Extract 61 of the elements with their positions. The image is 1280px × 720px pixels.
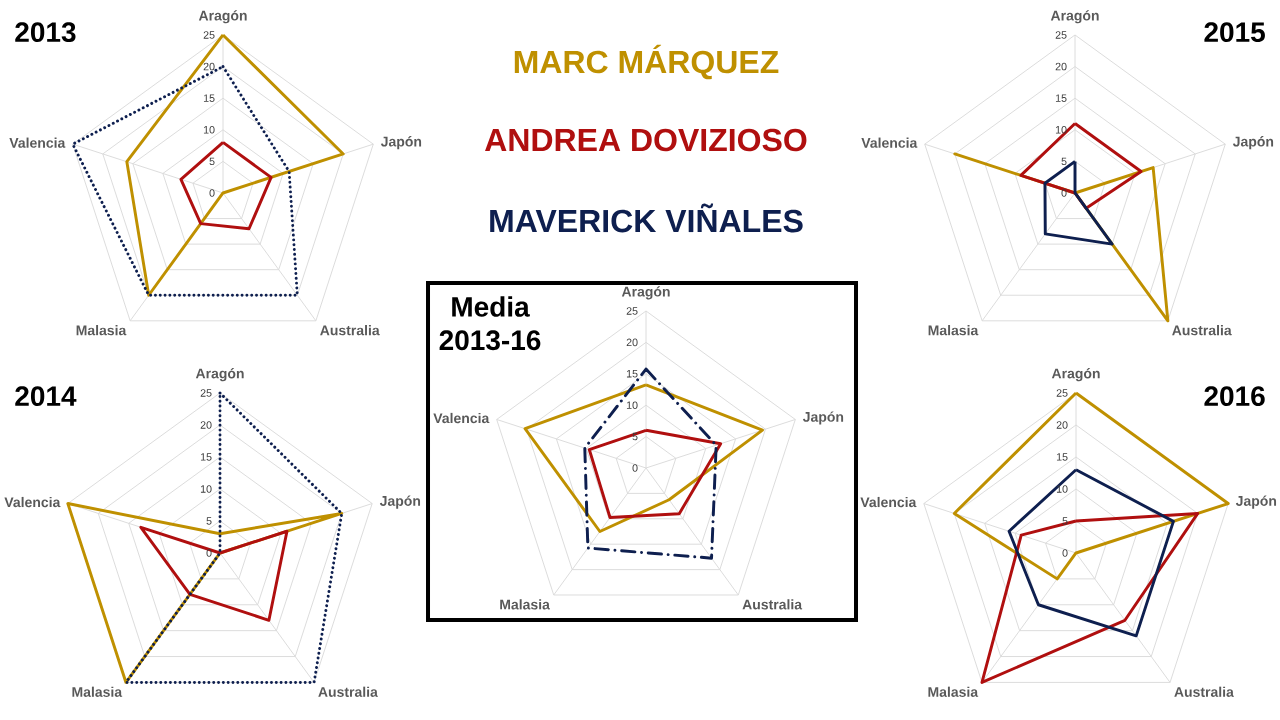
y-tick-label: 20 [626, 338, 638, 347]
y-tick-label: 10 [1055, 126, 1067, 134]
y-tick-label: 15 [1055, 94, 1067, 102]
spoke-label: Valencia [4, 496, 61, 508]
spoke-label: Aragón [195, 368, 244, 382]
y-tick-label: 0 [1062, 549, 1068, 557]
text: ANDREA DOVIZIOSO [485, 128, 807, 152]
spoke-label: Japón [379, 495, 421, 509]
y-tick-label: 25 [203, 31, 215, 39]
spoke-label: Australia [1174, 686, 1234, 697]
spoke-label: Valencia [433, 412, 490, 424]
y-tick-label: 25 [626, 307, 638, 315]
y-tick-label: 20 [200, 421, 212, 429]
y-tick-label: 5 [1061, 157, 1067, 166]
spoke-label: Aragón [1050, 10, 1099, 24]
text: Media 2013-16 [439, 296, 541, 351]
y-tick-label: 20 [1056, 421, 1068, 429]
spoke-label: Malasia [76, 325, 127, 336]
spoke-label: Malasia [500, 599, 550, 610]
y-tick-label: 10 [626, 401, 638, 409]
spoke-label: Aragón [621, 286, 670, 300]
spoke-label: Aragón [1051, 368, 1100, 382]
spoke-label: Malasia [928, 325, 979, 336]
y-tick-label: 5 [206, 517, 212, 525]
text: 2016 [1204, 386, 1265, 407]
spoke-label: Valencia [9, 137, 66, 148]
y-tick-label: 15 [203, 94, 215, 102]
spoke-label: Australia [1172, 325, 1232, 336]
spoke-label: Japón [802, 411, 844, 425]
spoke-label: Japón [380, 136, 422, 150]
text: 2014 [15, 386, 77, 407]
spoke-label: Malasia [72, 686, 123, 697]
chart-title: 2013 [15, 22, 76, 43]
spoke-label: Australia [318, 686, 378, 697]
text: MAVERICK VIÑALES [490, 203, 803, 233]
spoke-label: Australia [320, 325, 380, 336]
y-tick-label: 0 [206, 549, 212, 557]
spoke-label: Valencia [860, 496, 917, 508]
spoke-label: Japón [1232, 136, 1274, 150]
y-tick-label: 15 [626, 370, 638, 378]
y-tick-label: 0 [1061, 189, 1067, 197]
y-tick-label: 15 [1056, 453, 1068, 461]
spoke-label: Malasia [928, 686, 979, 697]
y-tick-label: 10 [200, 485, 212, 493]
spoke-label: Aragón [198, 10, 247, 24]
y-tick-label: 20 [1055, 62, 1067, 71]
y-tick-label: 0 [632, 464, 638, 472]
spoke-label: Japón [1235, 495, 1277, 509]
y-tick-label: 25 [1055, 31, 1067, 39]
y-tick-label: 25 [200, 389, 212, 397]
y-tick-label: 0 [209, 189, 215, 197]
spoke-label: Australia [742, 599, 803, 610]
spoke-label: Valencia [861, 137, 918, 148]
chart-title: 2015 [1204, 22, 1265, 43]
y-tick-label: 20 [203, 62, 215, 71]
y-tick-label: 15 [200, 453, 212, 461]
y-tick-label: 25 [1056, 389, 1068, 397]
text: MARC MÁRQUEZ [514, 44, 779, 80]
y-tick-label: 10 [203, 126, 215, 134]
y-tick-label: 10 [1056, 485, 1068, 493]
y-tick-label: 5 [209, 157, 215, 166]
